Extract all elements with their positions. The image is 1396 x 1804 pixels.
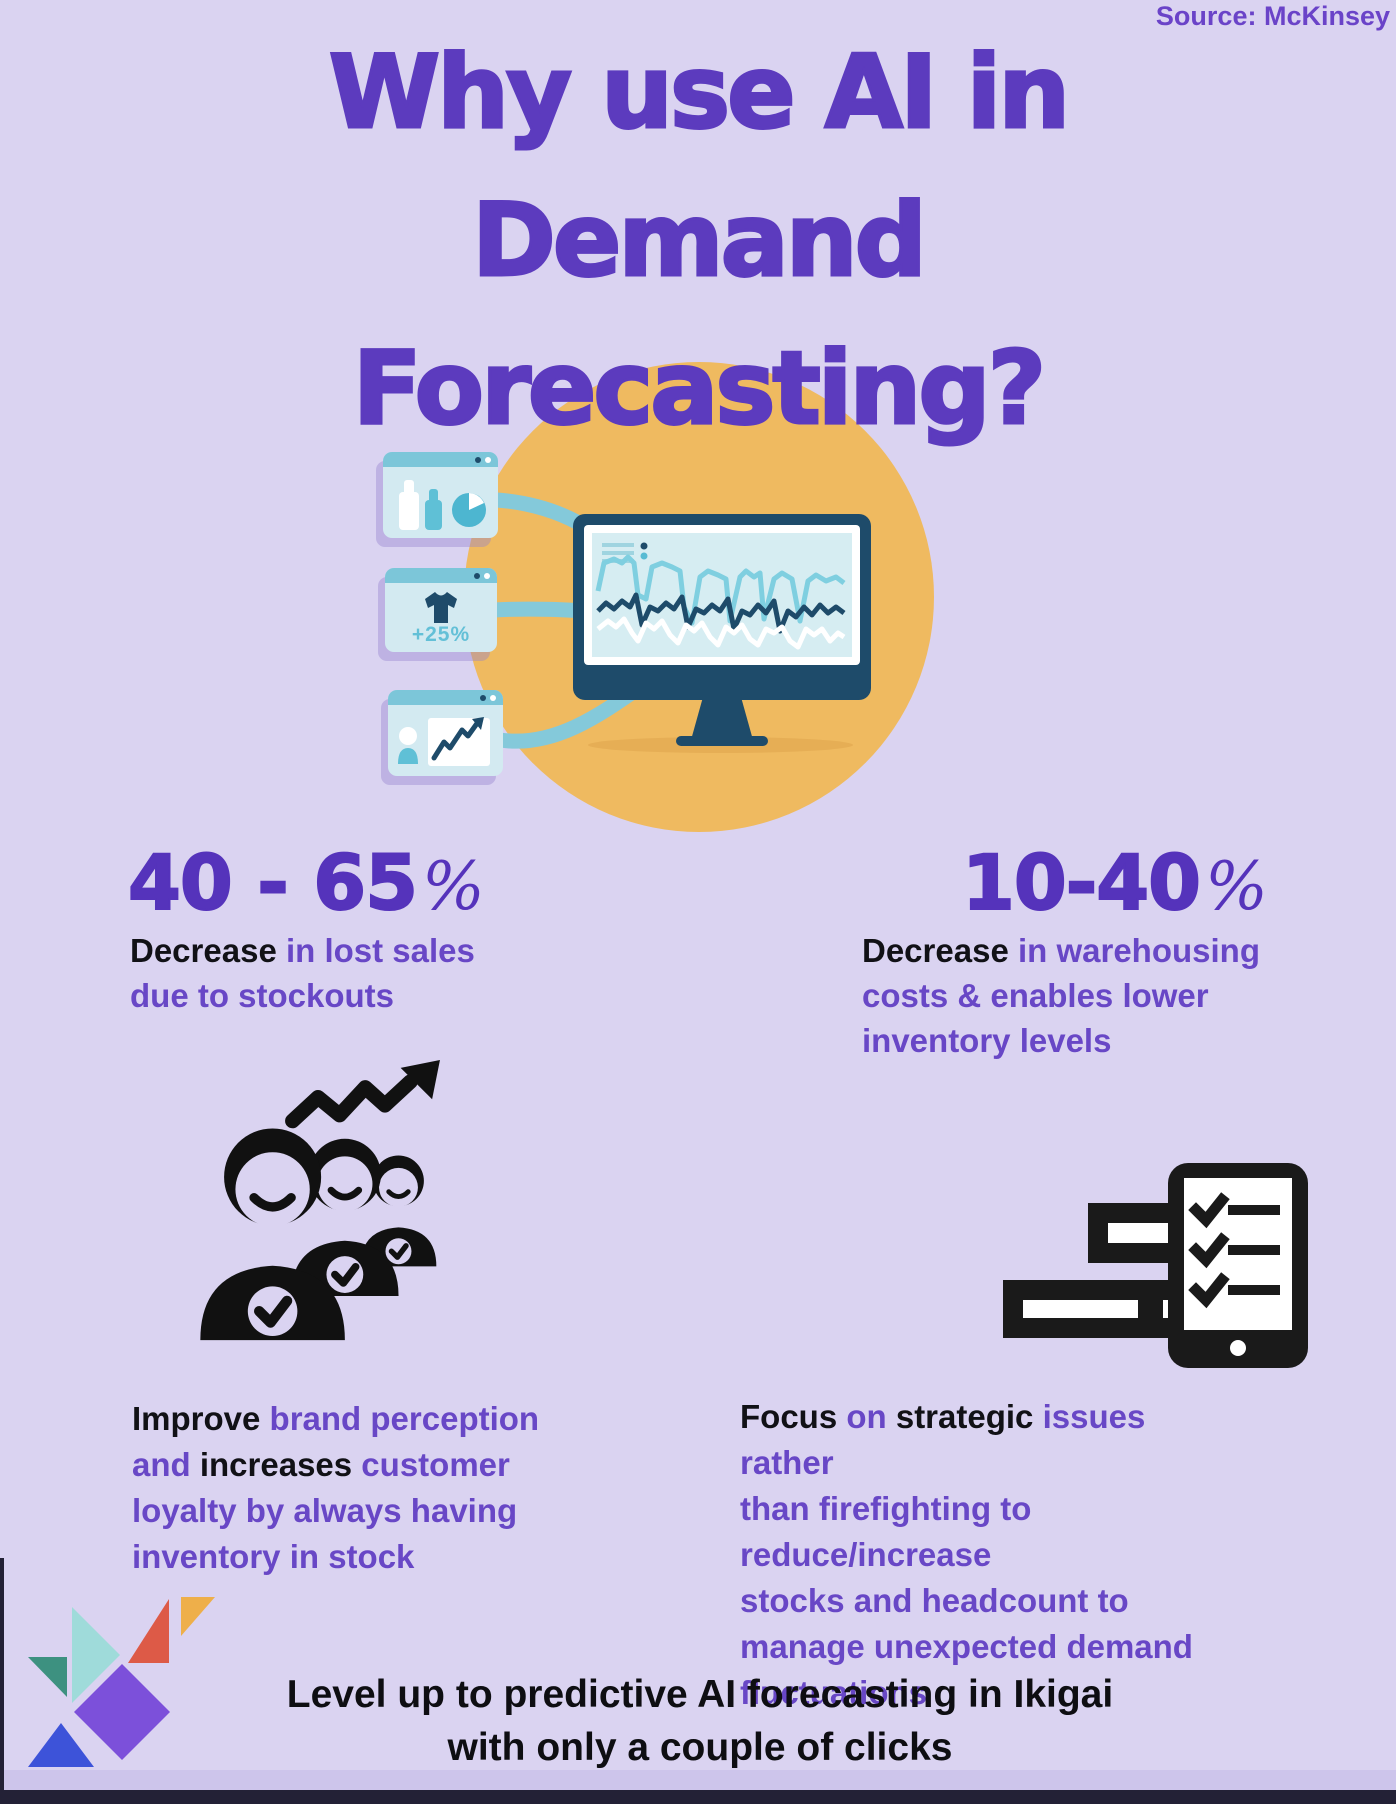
inventory-checklist-icon (1003, 1163, 1308, 1368)
title-line-2: Demand (471, 180, 929, 301)
ikigai-logo (28, 1597, 215, 1767)
monitor-stand (691, 700, 753, 740)
monitor-stand-base (676, 736, 768, 746)
title-line-3: Forecasting? (351, 328, 1047, 449)
cta-line-2: with only a couple of clicks (447, 1726, 953, 1769)
percent-sign: % (421, 848, 485, 925)
monitor-illustration (573, 514, 871, 700)
monitor-screen-chart (592, 533, 852, 657)
forecast-chart-graphic (595, 542, 846, 650)
window-dot-light (485, 456, 491, 463)
window-dot-light (490, 694, 496, 701)
source-attribution: Source: McKinsey (1155, 1, 1390, 31)
bottles-pie-icon (399, 479, 486, 530)
window-dot-light (484, 572, 490, 579)
stat-left-caption: Decrease in lost sales due to stockouts (130, 932, 475, 1014)
data-window-sales: +25% (385, 568, 497, 652)
plus-25-label: +25% (411, 622, 471, 646)
percent-sign: % (1205, 848, 1268, 925)
stat-left-value: 40 - 65% (127, 837, 485, 928)
benefit-right-text: Focus on strategic issues rather than fir… (740, 1398, 1193, 1711)
title-line-1: Why use AI in (327, 32, 1071, 153)
call-to-action: Level up to predictive AI forecasting in… (268, 1668, 1132, 1774)
window-titlebar (388, 690, 503, 705)
data-window-products (383, 452, 498, 538)
window-titlebar (383, 452, 498, 467)
monitor-screen-border (584, 525, 860, 665)
customer-growth-icon (398, 716, 490, 766)
bottom-dark-edge (0, 1790, 1396, 1804)
tshirt-icon (425, 591, 457, 623)
benefit-left-text: Improve brand perception and increases cu… (132, 1400, 540, 1575)
cta-line-1: Level up to predictive AI forecasting in… (286, 1673, 1114, 1716)
stat-right-value: 10-40% (961, 837, 1268, 928)
page-title: Why use AI in Demand Forecasting? (0, 18, 1396, 462)
data-window-customer-trend (388, 690, 503, 776)
stat-right-caption: Decrease in warehousing costs & enables l… (862, 932, 1260, 1059)
window-titlebar (385, 568, 497, 583)
left-dark-edge (0, 1558, 4, 1804)
window-dot-dark (475, 456, 481, 463)
window-dot-dark (480, 694, 486, 701)
window-dot-dark (474, 572, 480, 579)
bottom-light-band (0, 1770, 1396, 1790)
happy-customers-icon (192, 1059, 440, 1353)
